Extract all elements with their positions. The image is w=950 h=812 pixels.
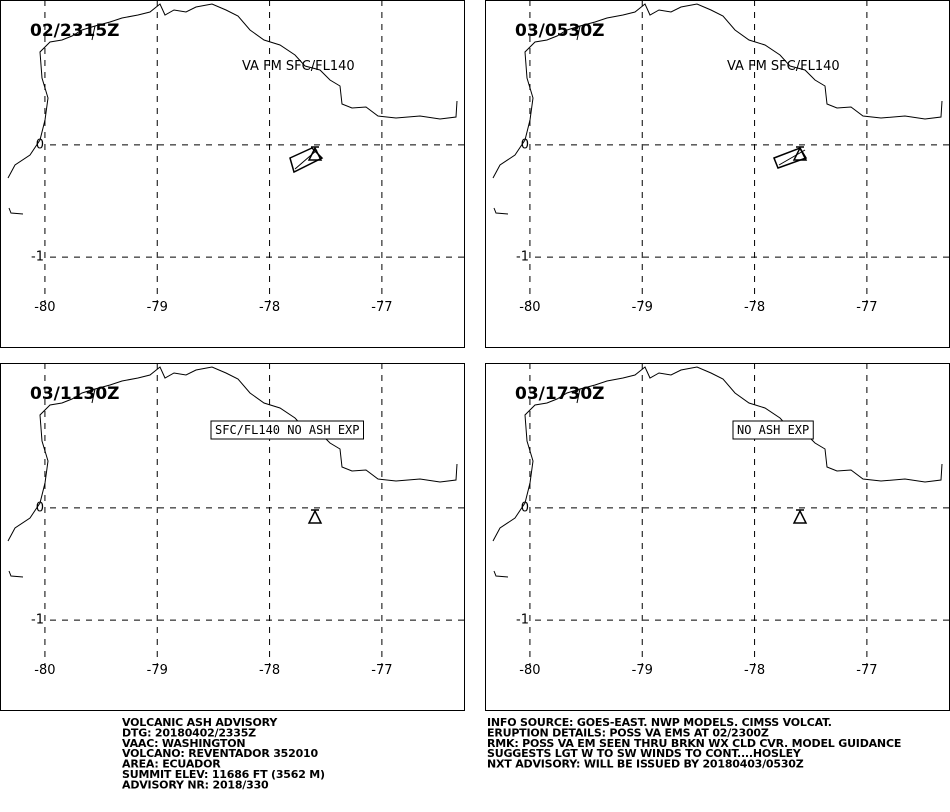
- panel-frame: [0, 0, 465, 348]
- annotation: VA FM SFC/FL140: [727, 59, 840, 74]
- coastline: [576, 388, 581, 404]
- x-tick-label: -77: [371, 663, 392, 678]
- valid-time: 03/0530Z: [515, 21, 605, 41]
- footer-line: DTG: 20180402/2335Z: [122, 726, 256, 739]
- footer-line: VAAC: WASHINGTON: [122, 737, 245, 750]
- footer-line: SUMMIT ELEV: 11686 FT (3562 M): [122, 768, 325, 781]
- x-tick-label: -80: [34, 663, 55, 678]
- volcano-symbol: [792, 509, 808, 524]
- y-tick-label: 0: [521, 500, 529, 515]
- annotation: VA FM SFC/FL140: [242, 59, 355, 74]
- y-tick-label: -1: [31, 250, 44, 265]
- x-tick-label: -79: [147, 300, 168, 315]
- ash-area: [773, 147, 808, 169]
- coastline: [492, 3, 943, 179]
- y-tick-label: 0: [36, 500, 44, 515]
- map-panel: -80 -79 -78 -77 0 -1 03/0530Z VA FM SFC/FL140: [485, 0, 950, 348]
- ash-hatch: [294, 149, 318, 170]
- x-tick-label: -78: [744, 300, 765, 315]
- coastline: [493, 570, 509, 578]
- valid-time: 03/1130Z: [30, 384, 120, 404]
- x-tick-label: -77: [856, 663, 877, 678]
- x-tick-label: -78: [744, 663, 765, 678]
- panel-frame: [485, 0, 950, 348]
- x-tick-label: -80: [519, 663, 540, 678]
- y-tick-label: -1: [31, 613, 44, 628]
- y-tick-label: 0: [36, 137, 44, 152]
- valid-time: 03/1730Z: [515, 384, 605, 404]
- volcano-symbol: [307, 509, 323, 524]
- annotation: SFC/FL140 NO ASH EXP: [215, 423, 360, 437]
- ash-hatch: [778, 149, 806, 166]
- x-tick-label: -80: [519, 300, 540, 315]
- panel-frame: [485, 363, 950, 711]
- coastline: [576, 25, 581, 41]
- footer-line: ERUPTION DETAILS: POSS VA EMS AT 02/2300…: [487, 726, 769, 739]
- y-tick-label: -1: [516, 250, 529, 265]
- footer-line: RMK: POSS VA EM SEEN THRU BRKN WX CLD CV…: [487, 737, 901, 750]
- map-panel: -80 -79 -78 -77 0 -1 03/1730Z NO ASH EXP: [485, 363, 950, 711]
- coastline: [91, 25, 96, 41]
- x-tick-label: -79: [632, 663, 653, 678]
- footer-line: NXT ADVISORY: WILL BE ISSUED BY 20180403…: [487, 758, 804, 771]
- footer-line: AREA: ECUADOR: [122, 758, 221, 771]
- footer-line: SUGGESTS LGT W TO SW WINDS TO CONT....HO…: [487, 747, 802, 760]
- annotation-box: [732, 420, 814, 440]
- map-panel: -80 -79 -78 -77 0 -1 03/1130Z SFC/FL140 NO ASH …: [0, 363, 465, 711]
- coastline: [7, 3, 458, 179]
- footer-line: INFO SOURCE: GOES-EAST. NWP MODELS. CIMS…: [487, 716, 832, 729]
- coastline: [8, 207, 24, 215]
- volcano-symbol: [307, 146, 323, 161]
- annotation: NO ASH EXP: [737, 423, 809, 437]
- x-tick-label: -78: [259, 300, 280, 315]
- y-tick-label: -1: [516, 613, 529, 628]
- coastline: [91, 388, 96, 404]
- footer-line: VOLCANO: REVENTADOR 352010: [122, 747, 318, 760]
- x-tick-label: -80: [34, 300, 55, 315]
- x-tick-label: -78: [259, 663, 280, 678]
- x-tick-label: -77: [856, 300, 877, 315]
- footer-line: ADVISORY NR: 2018/330: [122, 778, 269, 791]
- coastline: [493, 207, 509, 215]
- x-tick-label: -79: [632, 300, 653, 315]
- ash-area: [289, 147, 324, 174]
- coastline: [8, 570, 24, 578]
- panel-frame: [0, 363, 465, 711]
- y-tick-label: 0: [521, 137, 529, 152]
- annotation-box: [210, 420, 364, 440]
- coastline: [7, 366, 458, 542]
- x-tick-label: -79: [147, 663, 168, 678]
- x-tick-label: -77: [371, 300, 392, 315]
- map-panel: -80 -79 -78 -77 0 -1 02/2315Z VA FM SFC/FL140: [0, 0, 465, 348]
- coastline: [492, 366, 943, 542]
- valid-time: 02/2315Z: [30, 21, 120, 41]
- footer-line: VOLCANIC ASH ADVISORY: [122, 716, 278, 729]
